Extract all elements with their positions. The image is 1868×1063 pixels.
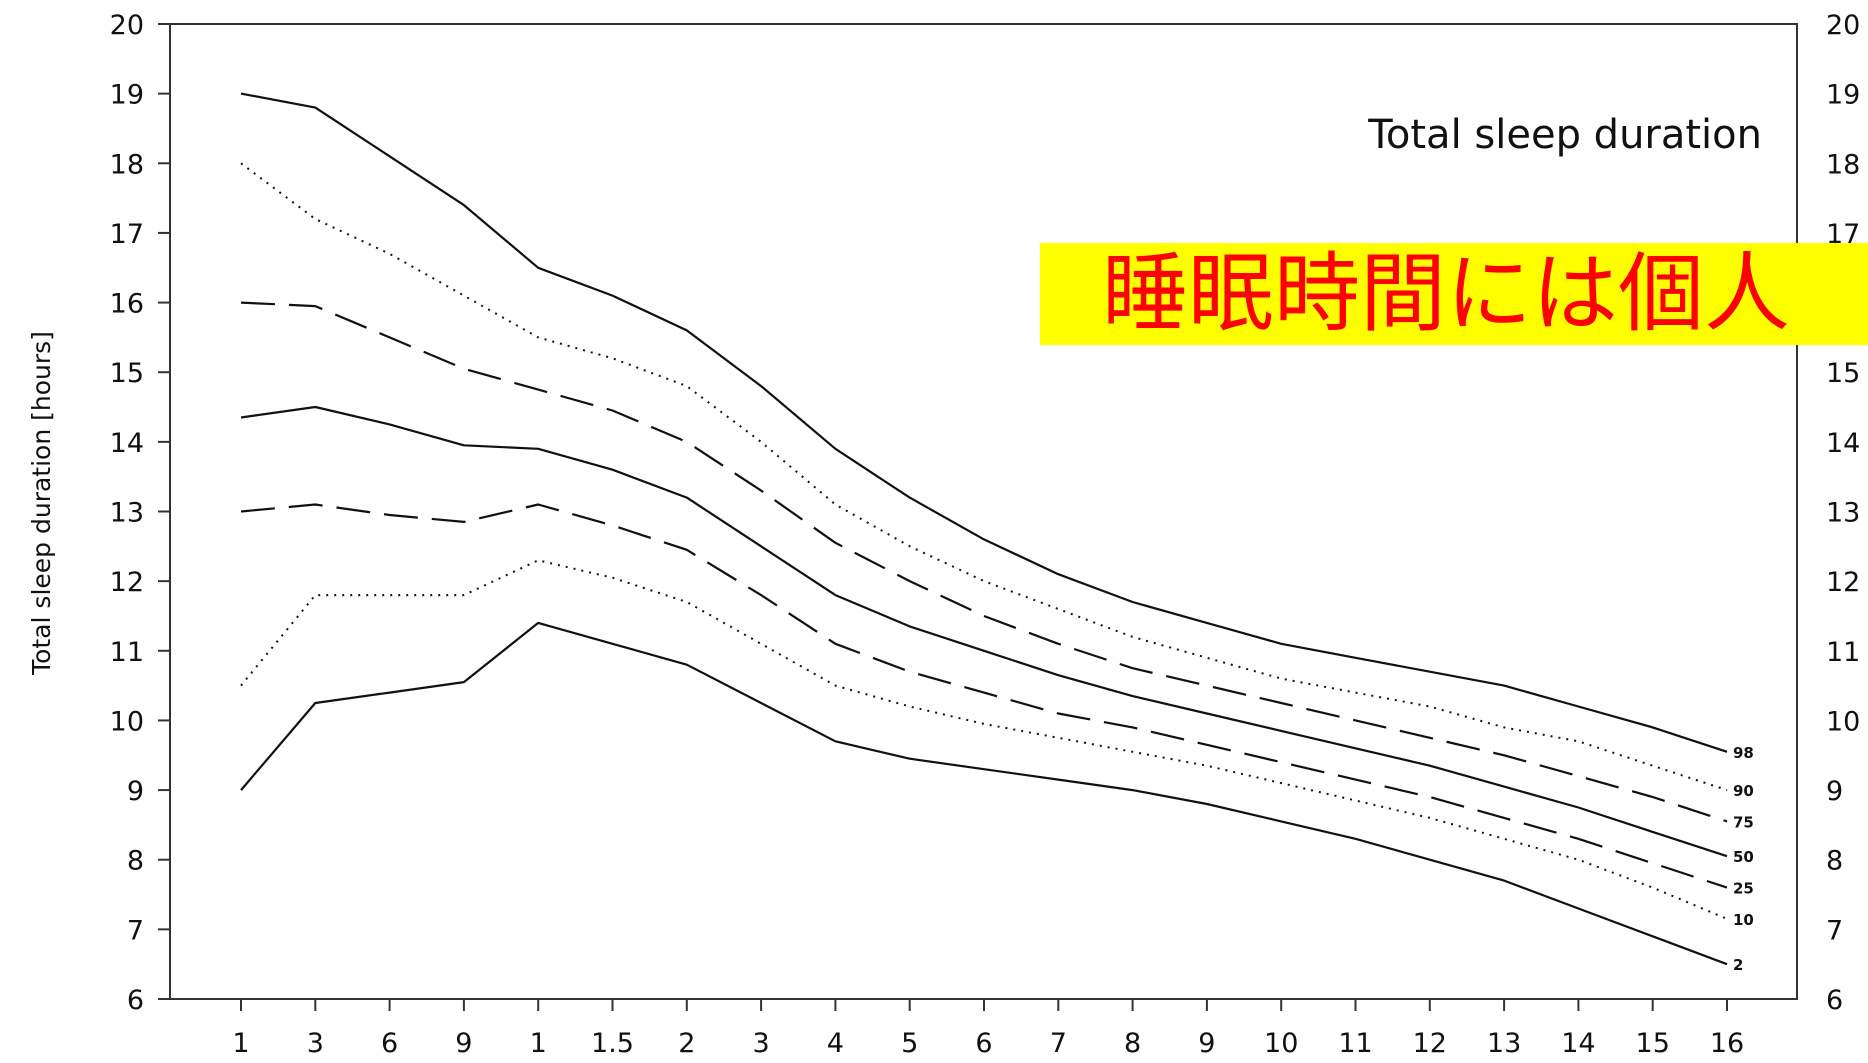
x-tick-label: 1.5 <box>591 1028 634 1059</box>
y-tick-label: 15 <box>110 358 144 389</box>
y-axis-left: 6 7 8 9 10 11 12 13 14 15 16 17 18 19 20 <box>110 10 170 1016</box>
series-label-98: 98 <box>1733 744 1754 762</box>
y-tick-label: 17 <box>110 219 144 250</box>
x-tick-label: 9 <box>1198 1028 1215 1059</box>
x-tick-label: 3 <box>753 1028 770 1059</box>
series-line-98 <box>240 92 1728 753</box>
y-axis-label: Total sleep duration [hours] <box>27 331 56 676</box>
series-line-10 <box>240 559 1728 920</box>
series-lines <box>240 92 1728 966</box>
x-tick-label: 6 <box>975 1028 992 1059</box>
x-tick-label: 7 <box>1050 1028 1067 1059</box>
y-tick-label-right: 9 <box>1826 776 1843 807</box>
x-tick-label: 9 <box>455 1028 472 1059</box>
y-tick-label-right: 11 <box>1826 637 1860 668</box>
series-label-2: 2 <box>1733 956 1743 974</box>
x-tick-label: 1 <box>530 1028 547 1059</box>
x-tick-label: 3 <box>307 1028 324 1059</box>
caption-banner-text: 睡眠時間には個人 <box>1102 244 1790 344</box>
y-tick-label: 13 <box>110 498 144 529</box>
y-tick-label-right: 10 <box>1826 706 1860 737</box>
x-tick-label: 5 <box>901 1028 918 1059</box>
x-tick-label: 2 <box>678 1028 695 1059</box>
series-line-75 <box>240 301 1728 823</box>
series-line-90 <box>240 162 1728 792</box>
y-tick-label: 18 <box>110 149 144 180</box>
y-tick-label: 10 <box>110 706 144 737</box>
x-tick-label: 16 <box>1710 1028 1744 1059</box>
series-label-50: 50 <box>1733 848 1754 866</box>
y-tick-label-right: 18 <box>1826 149 1860 180</box>
y-tick-label-right: 20 <box>1826 10 1860 41</box>
series-line-25 <box>240 503 1728 889</box>
y-tick-label: 11 <box>110 637 144 668</box>
x-tick-label: 13 <box>1487 1028 1521 1059</box>
caption-banner: 睡眠時間には個人 <box>1040 243 1868 345</box>
y-tick-label-right: 15 <box>1826 358 1860 389</box>
y-tick-label-right: 6 <box>1826 985 1843 1016</box>
chart-title: Total sleep duration <box>1367 112 1762 158</box>
y-tick-label-right: 7 <box>1826 915 1843 946</box>
x-tick-label: 14 <box>1561 1028 1595 1059</box>
x-tick-label: 1 <box>232 1028 249 1059</box>
y-tick-label: 20 <box>110 10 144 41</box>
y-tick-label-right: 19 <box>1826 80 1860 111</box>
x-tick-label: 6 <box>381 1028 398 1059</box>
x-axis: 1 3 6 9 1 1.5 2 3 4 5 6 7 8 9 10 11 12 13 14 15 16 <box>232 999 1744 1059</box>
y-tick-label-right: 13 <box>1826 498 1860 529</box>
y-tick-label-right: 12 <box>1826 567 1860 598</box>
x-tick-label: 11 <box>1338 1028 1372 1059</box>
series-label-90: 90 <box>1733 782 1754 800</box>
y-tick-label-right: 14 <box>1826 428 1860 459</box>
y-tick-label: 6 <box>127 985 144 1016</box>
x-tick-label: 4 <box>827 1028 844 1059</box>
x-tick-label: 15 <box>1636 1028 1670 1059</box>
y-tick-label: 16 <box>110 289 144 320</box>
y-tick-label: 12 <box>110 567 144 598</box>
y-tick-label: 9 <box>127 776 144 807</box>
series-line-50 <box>240 405 1728 858</box>
series-label-10: 10 <box>1733 911 1754 929</box>
x-tick-label: 12 <box>1413 1028 1447 1059</box>
y-tick-label: 7 <box>127 915 144 946</box>
series-label-75: 75 <box>1733 813 1754 831</box>
y-tick-label: 19 <box>110 80 144 111</box>
y-tick-label-right: 8 <box>1826 846 1843 877</box>
y-tick-label: 8 <box>127 846 144 877</box>
series-label-25: 25 <box>1733 880 1754 898</box>
x-tick-label: 10 <box>1264 1028 1298 1059</box>
x-tick-label: 8 <box>1124 1028 1141 1059</box>
y-tick-label: 14 <box>110 428 144 459</box>
series-line-2 <box>240 621 1728 966</box>
series-labels: 98 90 75 50 25 10 2 <box>1733 744 1754 974</box>
